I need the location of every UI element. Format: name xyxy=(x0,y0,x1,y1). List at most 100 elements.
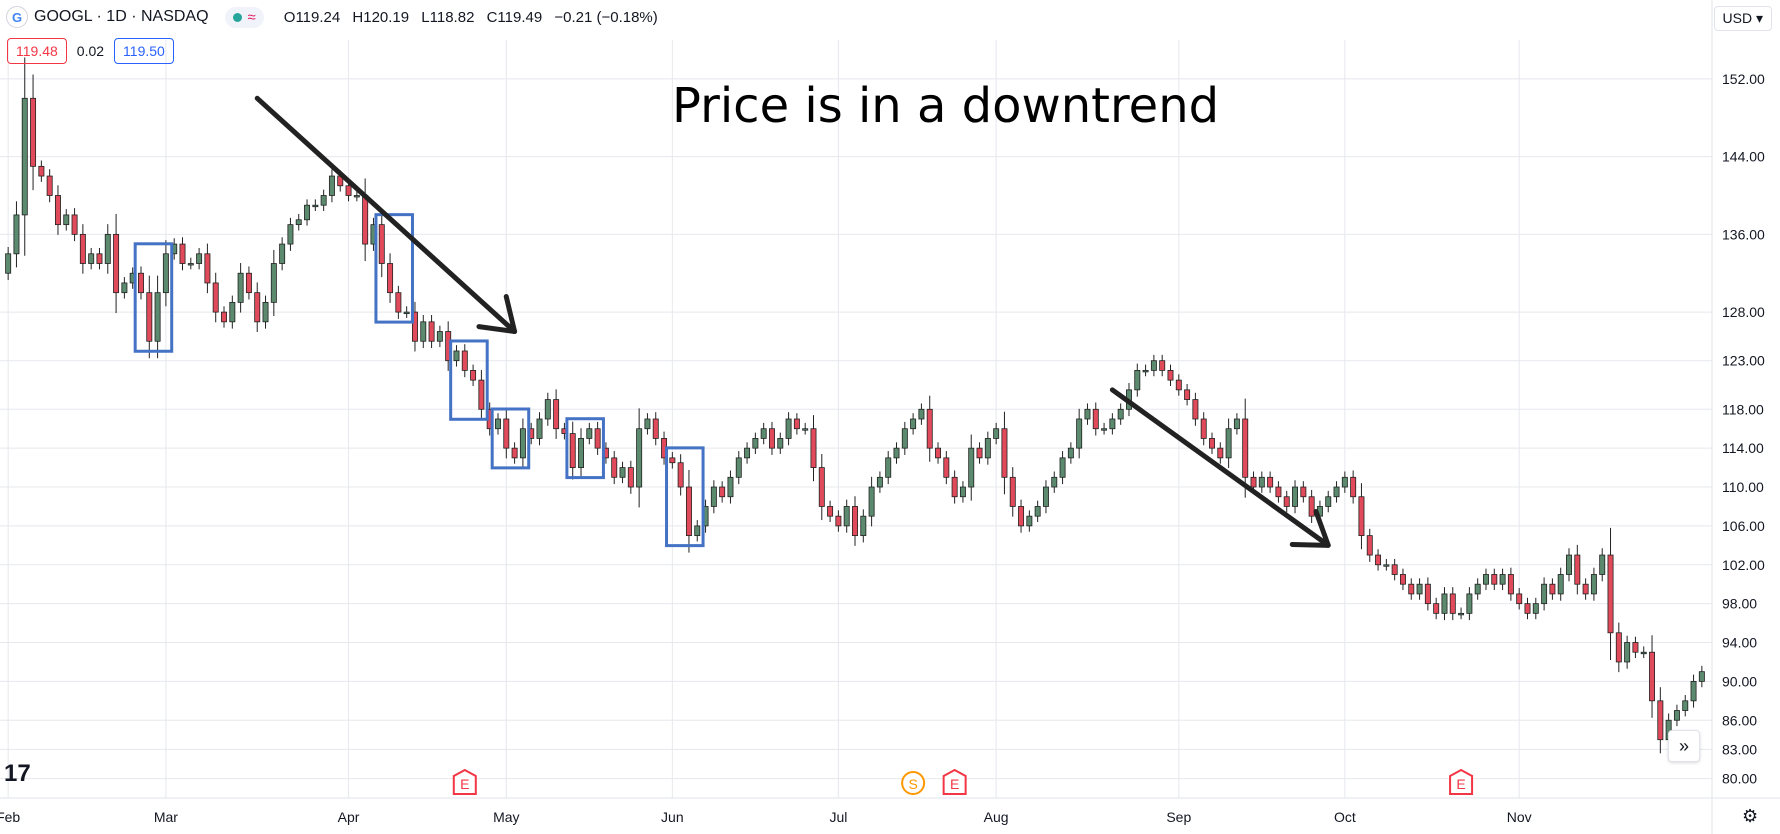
currency-selector[interactable]: USD ▾ xyxy=(1713,6,1772,31)
symbol-info[interactable]: G GOOGL · 1D · NASDAQ xyxy=(6,6,209,28)
candle-body xyxy=(113,233,120,294)
candle-body xyxy=(752,438,759,449)
candle-body xyxy=(627,467,634,488)
scroll-to-realtime-button[interactable]: » xyxy=(1668,730,1700,762)
candle-body xyxy=(1300,486,1307,498)
candle-body xyxy=(943,457,950,478)
highlight-box xyxy=(374,213,414,324)
candle-body xyxy=(470,370,477,381)
candle-body xyxy=(262,301,269,323)
candle-body xyxy=(1283,496,1290,507)
x-tick-label: Sep xyxy=(1166,809,1191,825)
candle-body xyxy=(378,224,385,264)
candle-body xyxy=(13,214,20,255)
candle-body xyxy=(304,204,311,221)
y-tick-label: 80.00 xyxy=(1722,771,1757,787)
candle-body xyxy=(420,321,427,342)
candle-body xyxy=(619,467,626,478)
candle-body xyxy=(1134,370,1141,391)
chart-header: G GOOGL · 1D · NASDAQ ≈ O119.24 H120.19 … xyxy=(0,0,666,34)
candle-body xyxy=(1507,574,1514,595)
candle-body xyxy=(984,438,991,459)
candle-body xyxy=(818,467,825,507)
ohlc-readout: O119.24 H120.19 L118.82 C119.49 −0.21 (−… xyxy=(283,8,658,26)
candlestick-series xyxy=(5,57,1705,754)
candle-body xyxy=(578,438,584,468)
candle-body xyxy=(1566,554,1572,575)
x-tick-label: Oct xyxy=(1334,809,1356,825)
candle-body xyxy=(71,214,78,235)
buy-button[interactable]: 119.50 xyxy=(114,38,174,64)
candle-body xyxy=(769,428,775,449)
x-tick-label: Mar xyxy=(154,809,178,825)
low-value: 118.82 xyxy=(429,8,475,26)
x-tick-label: Jul xyxy=(829,809,847,825)
market-status[interactable]: ≈ xyxy=(224,6,264,28)
candle-body xyxy=(1292,486,1299,507)
candle-body xyxy=(926,408,933,449)
candle-body xyxy=(1640,651,1647,655)
candle-body xyxy=(777,438,784,449)
candle-body xyxy=(453,350,460,362)
candle-body xyxy=(1209,438,1215,449)
candle-body xyxy=(1607,554,1614,634)
wave-icon: ≈ xyxy=(247,8,256,26)
x-tick-label: Jun xyxy=(661,809,684,825)
candle-body xyxy=(793,418,800,430)
candle-body xyxy=(245,272,252,294)
candle-body xyxy=(1242,418,1249,478)
trend-arrow-shaft xyxy=(1109,387,1331,548)
candle-body xyxy=(411,311,418,342)
market-open-icon xyxy=(232,12,242,22)
candle-body xyxy=(1599,554,1606,575)
candle-body xyxy=(154,292,161,342)
close-value: 119.49 xyxy=(497,8,543,26)
candle-body xyxy=(138,272,144,294)
candle-body xyxy=(345,185,352,196)
candle-body xyxy=(1076,418,1083,449)
candle-body xyxy=(1059,457,1066,478)
chevron-down-icon: ▾ xyxy=(1755,10,1763,26)
y-tick-label: 152.00 xyxy=(1722,71,1765,87)
candle-body xyxy=(1541,583,1548,605)
y-tick-label: 123.00 xyxy=(1722,353,1765,369)
candle-body xyxy=(1649,651,1656,702)
candle-body xyxy=(221,311,227,323)
candle-body xyxy=(868,486,875,517)
candle-body xyxy=(594,428,601,449)
candle-body xyxy=(735,457,742,478)
candle-body xyxy=(1333,486,1340,498)
candle-body xyxy=(503,418,510,449)
candle-body xyxy=(179,243,186,264)
event-marker-label: E xyxy=(1456,776,1465,792)
candle-body xyxy=(1383,564,1390,567)
chart-grid xyxy=(0,40,1712,798)
candle-body xyxy=(162,253,169,294)
candle-body xyxy=(1690,680,1697,702)
sell-button[interactable]: 119.48 xyxy=(7,38,67,64)
candle-body xyxy=(544,399,551,420)
candle-body xyxy=(63,214,70,226)
y-tick-label: 106.00 xyxy=(1722,518,1765,534)
candle-body xyxy=(270,263,277,303)
candle-body xyxy=(1101,428,1108,431)
candle-body xyxy=(1250,476,1257,488)
y-tick-label: 144.00 xyxy=(1722,149,1765,165)
candle-body xyxy=(910,418,917,430)
y-tick-label: 98.00 xyxy=(1722,596,1757,612)
candle-body xyxy=(1258,476,1265,488)
candle-body xyxy=(1408,583,1415,595)
settings-gear-icon[interactable]: ⚙ xyxy=(1742,806,1759,826)
candle-body xyxy=(901,428,908,449)
y-tick-label: 114.00 xyxy=(1722,440,1764,456)
candle-body xyxy=(968,447,975,488)
candle-body xyxy=(212,282,219,313)
event-marker-label: E xyxy=(460,776,469,792)
candle-body xyxy=(395,292,402,313)
highlight-box xyxy=(133,242,174,353)
open-value: 119.24 xyxy=(295,8,341,26)
candle-body xyxy=(876,476,883,488)
